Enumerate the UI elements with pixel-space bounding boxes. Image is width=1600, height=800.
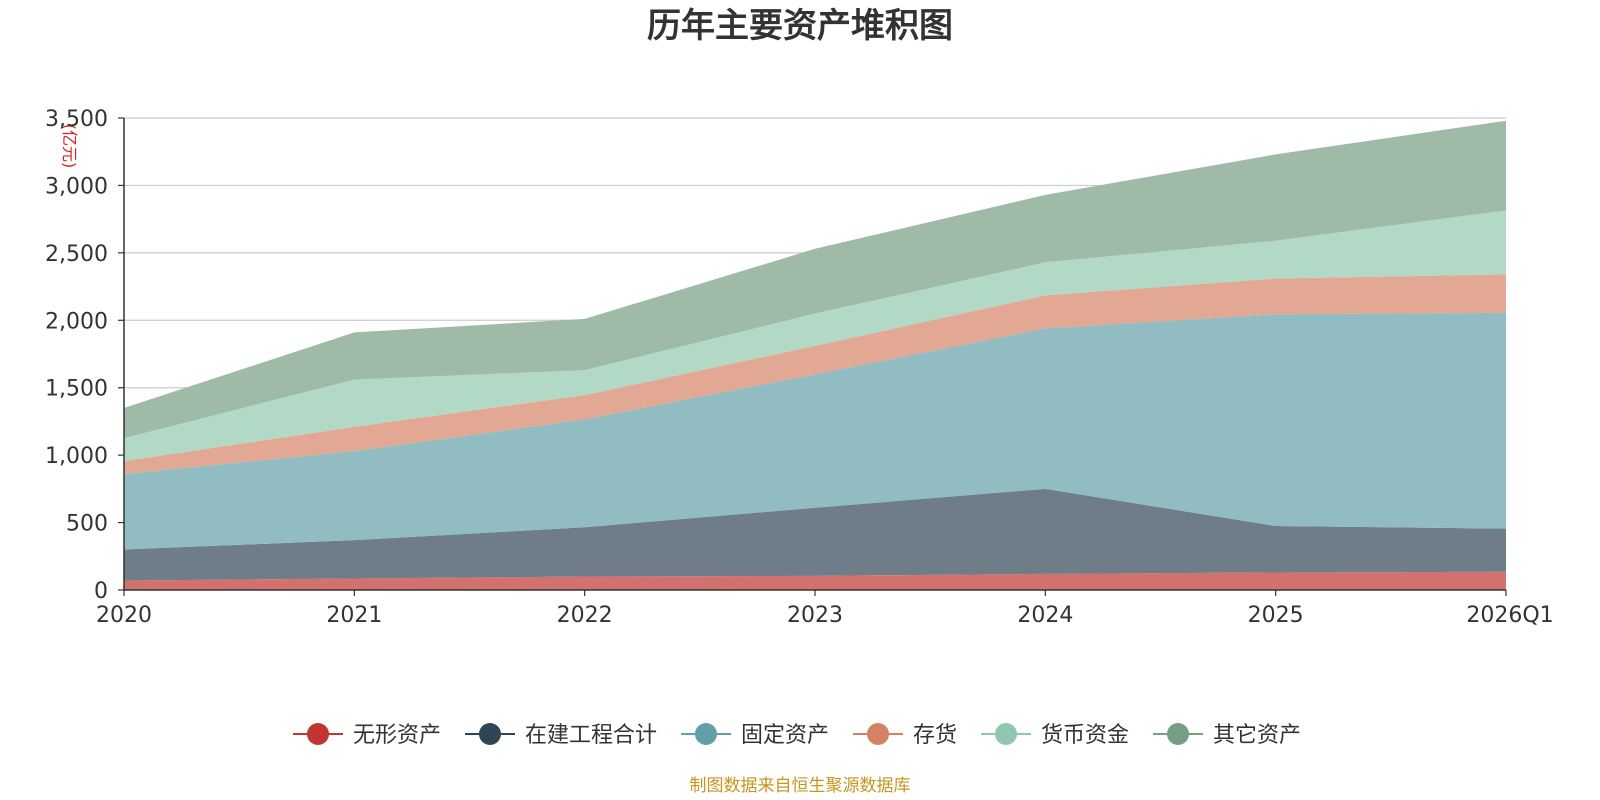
legend-item[interactable]: 存货 xyxy=(853,723,957,748)
y-tick-label: 2,000 xyxy=(45,309,108,334)
legend-label: 其它资产 xyxy=(1213,723,1301,748)
y-axis-unit-label: (亿元) xyxy=(60,124,79,169)
x-tick-label: 2024 xyxy=(1017,603,1073,628)
y-tick-label: 3,500 xyxy=(45,107,108,132)
area-series-在建工程合计 xyxy=(124,488,1506,581)
legend-item[interactable]: 固定资产 xyxy=(681,723,829,748)
legend-item[interactable]: 无形资产 xyxy=(293,723,441,748)
y-tick-label: 1,500 xyxy=(45,377,108,402)
y-tick-label: 2,500 xyxy=(45,242,108,267)
x-tick-label: 2020 xyxy=(96,603,152,628)
legend-item[interactable]: 货币资金 xyxy=(981,723,1129,748)
x-tick-label: 2026Q1 xyxy=(1466,603,1553,628)
x-tick-label: 2023 xyxy=(787,603,843,628)
area-series-货币资金 xyxy=(124,210,1506,462)
legend-label: 存货 xyxy=(913,723,957,748)
legend-dot-icon xyxy=(995,723,1017,745)
legend-item[interactable]: 在建工程合计 xyxy=(465,723,657,748)
area-series-其它资产 xyxy=(124,120,1506,439)
x-tick-label: 2022 xyxy=(557,603,613,628)
legend: 无形资产 在建工程合计 固定资产 存货 货币资金 其它资产 xyxy=(293,723,1301,748)
y-tick-label: 1,000 xyxy=(45,444,108,469)
legend-dot-icon xyxy=(307,723,329,745)
legend-label: 货币资金 xyxy=(1041,723,1129,748)
legend-dot-icon xyxy=(867,723,889,745)
legend-dot-icon xyxy=(479,723,501,745)
legend-label: 固定资产 xyxy=(741,723,829,748)
area-series-无形资产 xyxy=(124,571,1506,590)
legend-label: 在建工程合计 xyxy=(525,723,657,748)
source-note: 制图数据来自恒生聚源数据库 xyxy=(690,776,911,796)
legend-label: 无形资产 xyxy=(353,723,441,748)
axes: 0 500 1,000 1,500 2,000 2,500 3,000 3,500 2020 20… xyxy=(45,107,1554,628)
x-tick-label: 2021 xyxy=(326,603,382,628)
y-tick-label: 500 xyxy=(66,512,108,537)
x-tick-label: 2025 xyxy=(1248,603,1304,628)
chart-title: 历年主要资产堆积图 xyxy=(647,6,953,46)
legend-item[interactable]: 其它资产 xyxy=(1153,723,1301,748)
area-series-固定资产 xyxy=(124,312,1506,550)
area-series-存货 xyxy=(124,274,1506,475)
y-tick-label: 0 xyxy=(94,579,108,604)
area-series-group xyxy=(124,120,1506,590)
y-tick-label: 3,000 xyxy=(45,174,108,199)
legend-dot-icon xyxy=(695,723,717,745)
legend-dot-icon xyxy=(1167,723,1189,745)
